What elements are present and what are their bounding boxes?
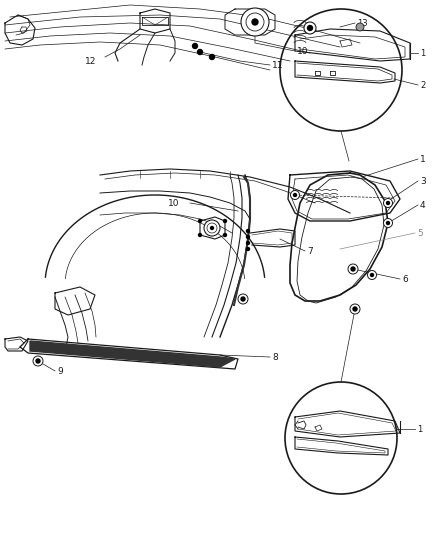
Circle shape: [285, 382, 397, 494]
Circle shape: [241, 297, 245, 301]
Circle shape: [247, 236, 250, 238]
Circle shape: [247, 247, 250, 251]
Circle shape: [223, 233, 226, 237]
Circle shape: [238, 294, 248, 304]
Circle shape: [290, 190, 300, 199]
Circle shape: [384, 219, 392, 228]
Circle shape: [304, 22, 316, 34]
Circle shape: [252, 19, 258, 25]
Polygon shape: [30, 341, 235, 367]
Circle shape: [211, 227, 213, 230]
Circle shape: [207, 223, 217, 233]
Text: 5: 5: [417, 229, 423, 238]
Text: 6: 6: [402, 274, 408, 284]
Circle shape: [246, 13, 264, 31]
Circle shape: [198, 233, 201, 237]
Text: 9: 9: [57, 367, 63, 376]
Text: 10: 10: [168, 198, 180, 207]
Circle shape: [356, 23, 364, 31]
Circle shape: [223, 220, 226, 222]
Circle shape: [198, 220, 201, 222]
Circle shape: [353, 307, 357, 311]
Circle shape: [367, 271, 377, 279]
Circle shape: [33, 356, 43, 366]
Text: 1: 1: [417, 424, 422, 433]
Text: 1: 1: [420, 49, 425, 58]
Circle shape: [247, 241, 250, 245]
Text: 8: 8: [272, 352, 278, 361]
Circle shape: [241, 8, 269, 36]
Circle shape: [348, 264, 358, 274]
Circle shape: [192, 44, 198, 49]
Circle shape: [384, 198, 392, 207]
Circle shape: [307, 26, 312, 30]
Circle shape: [293, 193, 297, 197]
Text: 11: 11: [272, 61, 283, 69]
Circle shape: [36, 359, 40, 363]
Text: 7: 7: [307, 246, 313, 255]
Text: 12: 12: [85, 56, 96, 66]
Text: 4: 4: [420, 200, 426, 209]
Circle shape: [209, 54, 215, 60]
Circle shape: [204, 220, 220, 236]
Circle shape: [247, 230, 250, 232]
Circle shape: [386, 201, 389, 205]
Text: 2: 2: [420, 80, 425, 90]
Circle shape: [351, 267, 355, 271]
Text: 3: 3: [420, 176, 426, 185]
Text: 10: 10: [297, 46, 308, 55]
Circle shape: [371, 273, 374, 277]
Text: 1: 1: [420, 155, 426, 164]
Text: 13: 13: [357, 19, 367, 28]
Circle shape: [198, 50, 202, 54]
Circle shape: [386, 222, 389, 224]
Circle shape: [350, 304, 360, 314]
